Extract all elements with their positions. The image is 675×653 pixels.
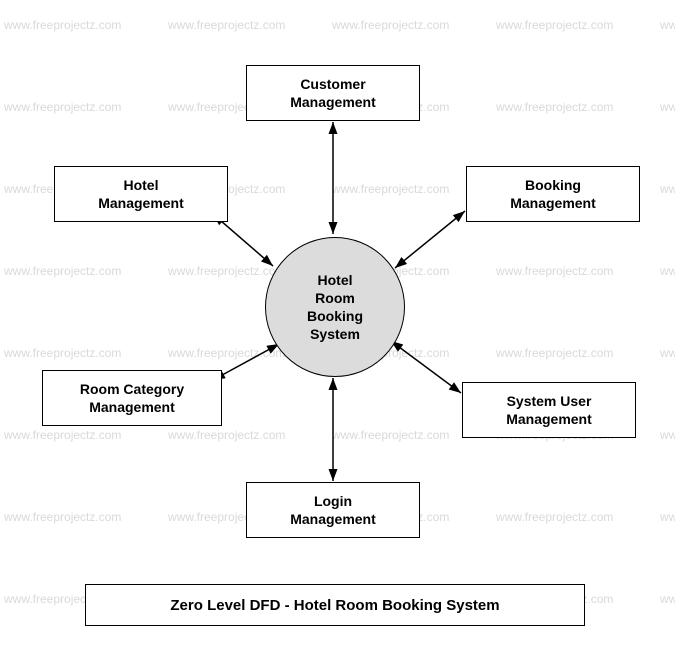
- entity-customer: CustomerManagement: [246, 65, 420, 121]
- entity-label: HotelManagement: [98, 176, 184, 212]
- diagram-title-text: Zero Level DFD - Hotel Room Booking Syst…: [170, 597, 499, 614]
- entity-booking: BookingManagement: [466, 166, 640, 222]
- entity-hotel: HotelManagement: [54, 166, 228, 222]
- entity-login: LoginManagement: [246, 482, 420, 538]
- entity-label: LoginManagement: [290, 492, 376, 528]
- entity-systemuser: System UserManagement: [462, 382, 636, 438]
- center-process-label: HotelRoomBookingSystem: [307, 271, 363, 344]
- center-process-node: HotelRoomBookingSystem: [265, 237, 405, 377]
- entity-label: System UserManagement: [506, 392, 592, 428]
- dfd-diagram: HotelRoomBookingSystem CustomerManagemen…: [0, 0, 675, 653]
- entity-label: BookingManagement: [510, 176, 596, 212]
- entity-roomcat: Room CategoryManagement: [42, 370, 222, 426]
- entity-label: CustomerManagement: [290, 75, 376, 111]
- diagram-title-box: Zero Level DFD - Hotel Room Booking Syst…: [85, 584, 585, 626]
- entity-label: Room CategoryManagement: [80, 380, 184, 416]
